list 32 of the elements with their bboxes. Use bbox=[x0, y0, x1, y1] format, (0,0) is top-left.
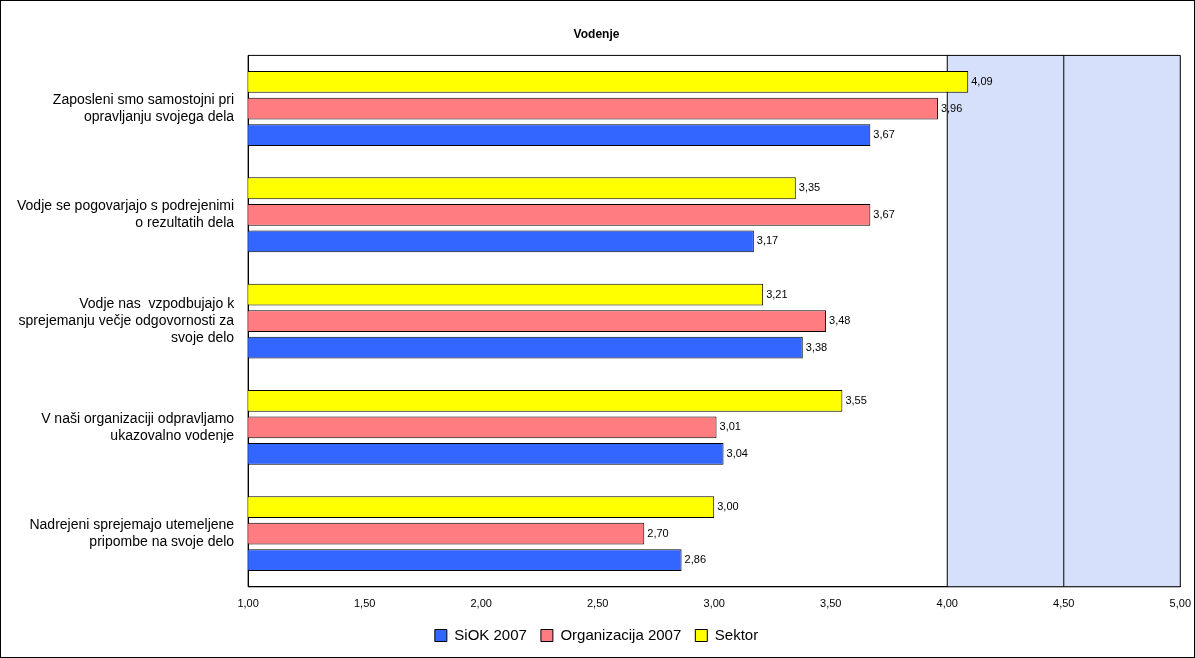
legend-label: SiOK 2007 bbox=[454, 625, 527, 643]
data-label: 3,21 bbox=[766, 287, 788, 300]
y-tick-label: V naši organizaciji odpravljamo ukazovalno vodenje bbox=[41, 409, 235, 443]
x-tick-label: 2,00 bbox=[470, 597, 492, 610]
data-label: 3,38 bbox=[805, 340, 828, 353]
x-tick-label: 3,50 bbox=[820, 597, 842, 610]
x-tick-label: 5,00 bbox=[1169, 597, 1192, 610]
x-tick-label: 1,00 bbox=[237, 597, 259, 610]
data-label: 2,86 bbox=[684, 553, 707, 566]
data-label: 3,67 bbox=[873, 207, 895, 220]
y-tick-label: Vodje se pogovarjajo s podrejenimi o rezultatih dela bbox=[17, 197, 235, 231]
legend-label: Sektor bbox=[714, 625, 759, 643]
y-tick-label: Zaposleni smo samostojni pri opravljanju svojega dela bbox=[52, 91, 235, 124]
x-tick-label: 4,00 bbox=[936, 597, 958, 610]
data-label: 3,55 bbox=[845, 393, 867, 406]
x-tick-label: 4,50 bbox=[1053, 597, 1075, 610]
x-tick-label: 1,50 bbox=[353, 597, 376, 610]
data-label: 2,70 bbox=[647, 526, 669, 539]
data-label: 3,48 bbox=[829, 314, 851, 327]
data-label: 4,09 bbox=[971, 75, 993, 87]
data-label: 3,00 bbox=[717, 500, 739, 513]
data-label: 3,17 bbox=[756, 234, 779, 247]
x-tick-label: 2,50 bbox=[586, 597, 609, 610]
y-tick-label: Nadrejeni sprejemajo utemeljene pripombe na svoje delo bbox=[29, 516, 235, 549]
legend-label: Organizacija 2007 bbox=[560, 625, 682, 643]
data-label: 3,01 bbox=[719, 420, 741, 433]
chart-title: Vodenje bbox=[573, 26, 620, 41]
data-label: 3,04 bbox=[726, 446, 748, 459]
data-label: 3,67 bbox=[873, 128, 895, 141]
y-tick-label: Vodje nas vzpodbujajo k sprejemanju večje odgovornosti za svoje delo bbox=[18, 295, 236, 345]
data-label: 3,35 bbox=[798, 181, 821, 194]
x-tick-label: 3,00 bbox=[703, 597, 725, 610]
